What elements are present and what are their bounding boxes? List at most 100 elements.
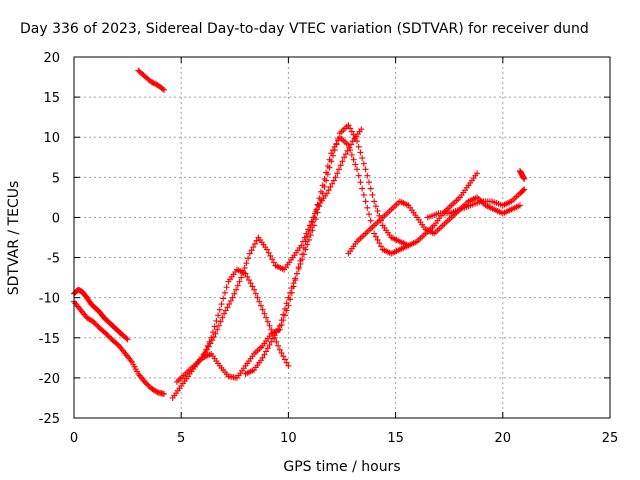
data-point <box>360 191 367 198</box>
series-arc2 <box>71 286 131 343</box>
data-point <box>143 380 150 387</box>
data-point <box>329 147 336 154</box>
x-tick-label: 5 <box>177 431 185 446</box>
data-point <box>215 322 222 329</box>
data-point <box>268 326 275 333</box>
data-point <box>307 224 314 231</box>
data-point <box>364 172 371 179</box>
data-point <box>328 150 335 157</box>
data-point <box>259 306 266 313</box>
y-tick-label: 0 <box>52 211 60 226</box>
x-tick-label: 15 <box>387 431 404 446</box>
data-point <box>213 317 220 324</box>
data-point <box>206 338 213 345</box>
data-point <box>92 321 99 328</box>
data-point <box>376 240 383 247</box>
data-point <box>348 151 355 158</box>
data-point <box>153 388 160 395</box>
data-point <box>366 211 373 218</box>
data-point <box>335 166 342 173</box>
data-point <box>374 236 381 243</box>
data-point <box>293 270 300 277</box>
data-point <box>241 264 248 271</box>
data-point <box>329 180 336 187</box>
data-point <box>292 275 299 282</box>
series-arc9 <box>424 186 528 221</box>
data-point <box>278 317 285 324</box>
data-point <box>350 156 357 163</box>
data-point <box>107 334 114 341</box>
data-point <box>245 255 252 262</box>
data-point <box>244 273 251 280</box>
data-point <box>205 343 212 350</box>
data-point <box>275 342 282 349</box>
data-point <box>352 161 359 168</box>
data-point <box>325 187 332 194</box>
series-arc4 <box>169 126 365 401</box>
data-point <box>247 280 254 287</box>
chart-title: Day 336 of 2023, Sidereal Day-to-day VTE… <box>20 21 589 37</box>
data-point <box>304 233 311 240</box>
data-point <box>333 140 340 147</box>
data-point <box>269 335 276 342</box>
data-point <box>246 250 253 257</box>
y-axis-label: SDTVAR / TECUs <box>6 181 22 296</box>
data-point <box>210 333 217 340</box>
x-tick-label: 10 <box>280 431 297 446</box>
data-point <box>520 187 527 194</box>
data-point <box>521 175 528 182</box>
data-point <box>265 249 272 256</box>
data-point <box>312 208 319 215</box>
data-point <box>372 233 379 240</box>
series-arc7 <box>242 134 481 377</box>
data-point <box>220 295 227 302</box>
data-point <box>297 257 304 264</box>
y-tick-label: 10 <box>43 131 60 146</box>
data-point <box>354 166 361 173</box>
data-point <box>222 307 229 314</box>
data-point <box>91 320 98 327</box>
series-arc10 <box>516 167 528 182</box>
data-point <box>217 318 224 325</box>
series-arc3 <box>135 67 168 93</box>
data-point <box>261 310 268 317</box>
data-point <box>345 142 352 149</box>
data-point <box>266 341 273 348</box>
data-point <box>323 169 330 176</box>
data-point <box>348 128 355 135</box>
data-points <box>71 67 528 401</box>
data-point <box>285 362 292 369</box>
data-point <box>311 222 318 229</box>
data-point <box>250 244 257 251</box>
data-point <box>271 332 278 339</box>
data-point <box>335 137 342 144</box>
data-point <box>302 238 309 245</box>
data-point <box>104 332 111 339</box>
data-point <box>252 290 259 297</box>
data-point <box>378 243 385 250</box>
data-point <box>275 325 282 332</box>
data-point <box>352 135 359 142</box>
data-point <box>94 322 101 329</box>
data-point <box>327 183 334 190</box>
data-point <box>357 149 364 156</box>
data-point <box>358 126 365 133</box>
data-point <box>276 322 283 329</box>
data-point <box>243 260 250 267</box>
data-point <box>326 156 333 163</box>
data-point <box>236 278 243 285</box>
data-point <box>516 202 523 209</box>
data-point <box>374 208 381 215</box>
data-point <box>474 170 481 177</box>
data-point <box>371 230 378 237</box>
data-point <box>367 217 374 224</box>
data-point <box>204 342 211 349</box>
data-point <box>305 228 312 235</box>
data-point <box>305 236 312 243</box>
data-point <box>348 141 355 148</box>
data-point <box>339 158 346 165</box>
data-point <box>214 326 221 333</box>
data-point <box>355 172 362 179</box>
data-point <box>141 378 148 385</box>
